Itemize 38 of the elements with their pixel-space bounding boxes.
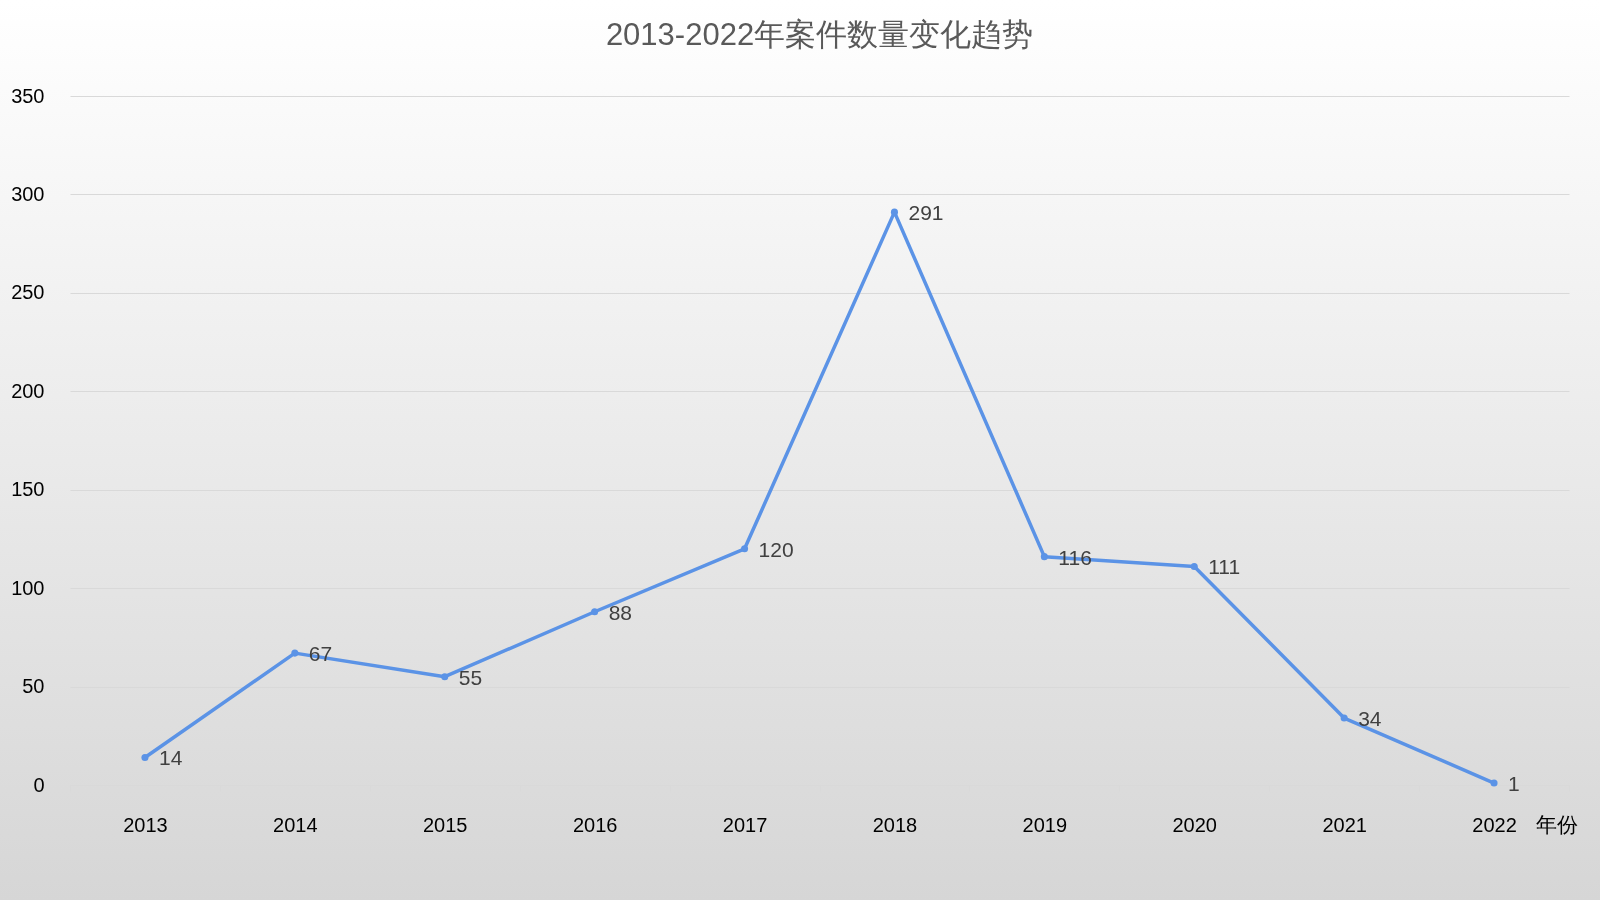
point xyxy=(591,608,599,616)
data-label: 88 xyxy=(608,600,633,624)
point xyxy=(890,208,898,216)
y-tick-label: 50 xyxy=(22,675,45,698)
y-tick-label: 250 xyxy=(11,281,45,304)
y-tick-label: 300 xyxy=(11,182,45,205)
data-label: 120 xyxy=(758,537,794,561)
data-label: 1 xyxy=(1508,772,1520,796)
point xyxy=(1340,714,1348,722)
data-label: 291 xyxy=(908,201,944,225)
x-tick-label: 2021 xyxy=(1322,813,1367,836)
y-tick-label: 100 xyxy=(11,576,45,599)
x-tick-label: 2014 xyxy=(273,813,318,836)
y-tick-label: 200 xyxy=(11,379,45,402)
data-label: 34 xyxy=(1358,707,1382,731)
x-tick-label: 2018 xyxy=(872,813,918,836)
x-tick-label: 2019 xyxy=(1022,813,1068,836)
data-label: 55 xyxy=(458,665,483,689)
point xyxy=(291,649,299,657)
x-axis-title: 年份 xyxy=(1535,812,1578,836)
point xyxy=(1490,779,1498,787)
chart-title: 2013-2022年案件数量变化趋势 xyxy=(605,17,1034,52)
data-label: 14 xyxy=(158,746,183,770)
y-tick-label: 350 xyxy=(11,84,45,107)
point xyxy=(141,753,149,761)
x-tick-label: 2022 xyxy=(1472,813,1517,836)
data-label: 111 xyxy=(1208,555,1241,579)
y-tick-label: 0 xyxy=(33,773,45,796)
point xyxy=(441,673,449,681)
y-tick-label: 150 xyxy=(11,478,45,501)
point xyxy=(1190,562,1198,571)
x-tick-label: 2015 xyxy=(423,813,468,836)
point xyxy=(1040,553,1048,561)
x-tick-label: 2016 xyxy=(572,813,618,836)
x-tick-label: 2013 xyxy=(123,813,168,836)
point xyxy=(741,545,749,553)
x-tick-label: 2017 xyxy=(722,813,768,836)
x-tick-label: 2020 xyxy=(1172,813,1217,836)
